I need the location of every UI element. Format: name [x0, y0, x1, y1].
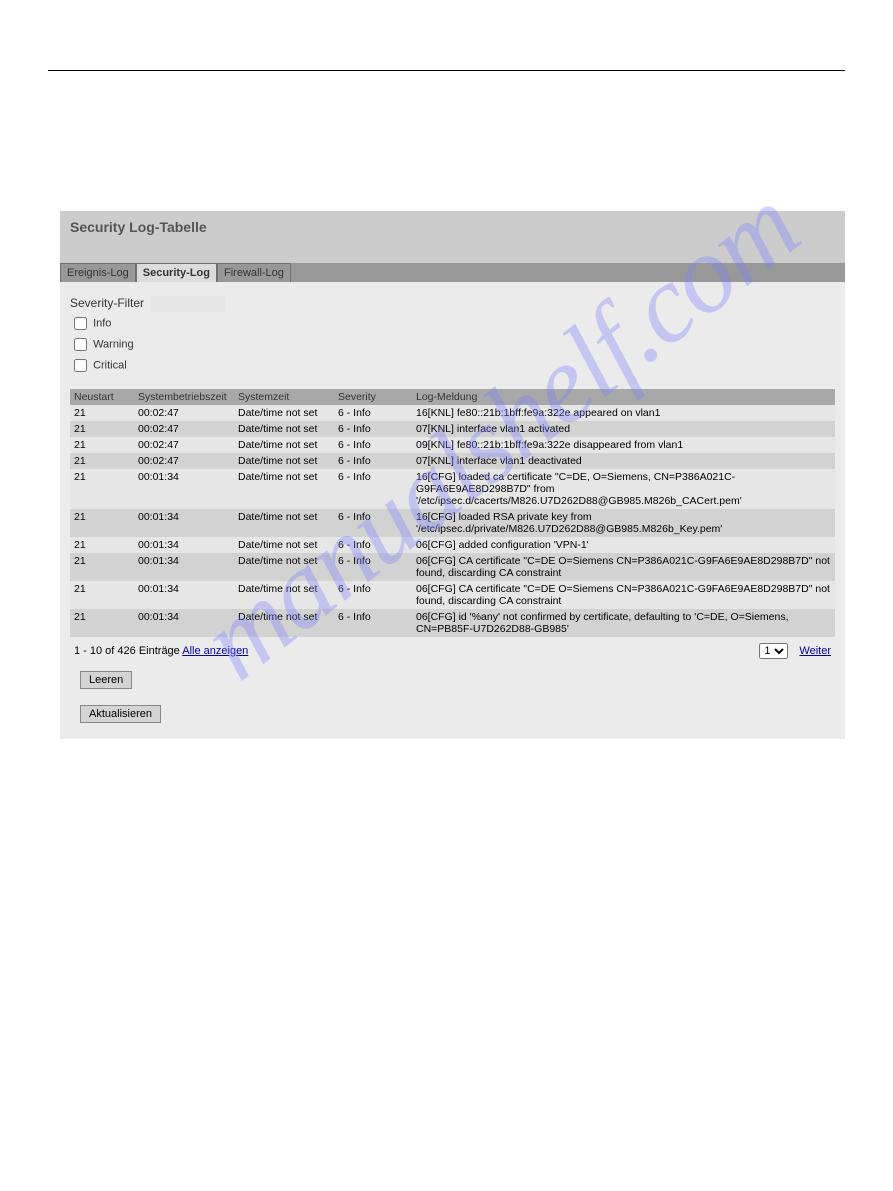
- cell-neustart: 21: [70, 537, 134, 553]
- filter-row-warning: Warning: [70, 335, 835, 354]
- cell-sysbet: 00:01:34: [134, 609, 234, 637]
- cell-meldung: 06[CFG] id '%any' not confirmed by certi…: [412, 609, 835, 637]
- log-table-body: 2100:02:47Date/time not set6 - Info16[KN…: [70, 405, 835, 637]
- th-sysbet: Systembetriebszeit: [134, 389, 234, 405]
- cell-meldung: 16[KNL] fe80::21b:1bff:fe9a:322e appeare…: [412, 405, 835, 421]
- cell-sysbet: 00:02:47: [134, 421, 234, 437]
- cell-neustart: 21: [70, 453, 134, 469]
- table-row: 2100:01:34Date/time not set6 - Info06[CF…: [70, 581, 835, 609]
- cell-severity: 6 - Info: [334, 453, 412, 469]
- next-link[interactable]: Weiter: [799, 645, 831, 657]
- table-row: 2100:01:34Date/time not set6 - Info16[CF…: [70, 509, 835, 537]
- leeren-button[interactable]: Leeren: [80, 671, 132, 689]
- table-row: 2100:02:47Date/time not set6 - Info09[KN…: [70, 437, 835, 453]
- cell-neustart: 21: [70, 509, 134, 537]
- log-table: Neustart Systembetriebszeit Systemzeit S…: [70, 389, 835, 637]
- range-text: 1 - 10 of 426 Einträge: [74, 645, 182, 657]
- log-panel: Security Log-Tabelle Ereignis-Log Securi…: [60, 211, 845, 739]
- checkbox-warning[interactable]: [74, 338, 87, 351]
- cell-meldung: 06[CFG] added configuration 'VPN-1': [412, 537, 835, 553]
- cell-syszeit: Date/time not set: [234, 437, 334, 453]
- table-row: 2100:01:34Date/time not set6 - Info06[CF…: [70, 537, 835, 553]
- cell-neustart: 21: [70, 609, 134, 637]
- th-syszeit: Systemzeit: [234, 389, 334, 405]
- checkbox-info[interactable]: [74, 317, 87, 330]
- cell-severity: 6 - Info: [334, 469, 412, 509]
- filter-row-info: Info: [70, 314, 835, 333]
- panel-title: Security Log-Tabelle: [60, 211, 845, 263]
- cell-sysbet: 00:01:34: [134, 469, 234, 509]
- cell-sysbet: 00:02:47: [134, 453, 234, 469]
- cell-syszeit: Date/time not set: [234, 553, 334, 581]
- cell-neustart: 21: [70, 553, 134, 581]
- cell-severity: 6 - Info: [334, 537, 412, 553]
- cell-neustart: 21: [70, 437, 134, 453]
- tab-ereignis-log[interactable]: Ereignis-Log: [60, 263, 136, 282]
- cell-meldung: 09[KNL] fe80::21b:1bff:fe9a:322e disappe…: [412, 437, 835, 453]
- cell-meldung: 07[KNL] interface vlan1 activated: [412, 421, 835, 437]
- th-neustart: Neustart: [70, 389, 134, 405]
- cell-sysbet: 00:01:34: [134, 553, 234, 581]
- table-row: 2100:01:34Date/time not set6 - Info06[CF…: [70, 553, 835, 581]
- filter-row-critical: Critical: [70, 356, 835, 375]
- cell-severity: 6 - Info: [334, 609, 412, 637]
- severity-filter-input[interactable]: [151, 296, 225, 312]
- cell-meldung: 07[KNL] interface vlan1 deactivated: [412, 453, 835, 469]
- cell-severity: 6 - Info: [334, 421, 412, 437]
- label-warning: Warning: [93, 338, 134, 350]
- tab-security-log[interactable]: Security-Log: [136, 263, 217, 282]
- tab-bar: Ereignis-Log Security-Log Firewall-Log: [60, 263, 845, 282]
- aktualisieren-button[interactable]: Aktualisieren: [80, 705, 161, 723]
- label-info: Info: [93, 317, 111, 329]
- table-row: 2100:01:34Date/time not set6 - Info06[CF…: [70, 609, 835, 637]
- cell-syszeit: Date/time not set: [234, 421, 334, 437]
- cell-syszeit: Date/time not set: [234, 453, 334, 469]
- cell-meldung: 06[CFG] CA certificate "C=DE O=Siemens C…: [412, 553, 835, 581]
- cell-syszeit: Date/time not set: [234, 405, 334, 421]
- th-meldung: Log-Meldung: [412, 389, 835, 405]
- th-severity: Severity: [334, 389, 412, 405]
- show-all-link[interactable]: Alle anzeigen: [182, 645, 248, 657]
- page-select[interactable]: 1: [759, 643, 788, 659]
- cell-neustart: 21: [70, 421, 134, 437]
- cell-severity: 6 - Info: [334, 437, 412, 453]
- cell-severity: 6 - Info: [334, 581, 412, 609]
- table-row: 2100:02:47Date/time not set6 - Info16[KN…: [70, 405, 835, 421]
- cell-neustart: 21: [70, 581, 134, 609]
- pagination-row: 1 - 10 of 426 Einträge Alle anzeigen 1 W…: [70, 637, 835, 665]
- severity-filter-label: Severity-Filter: [70, 296, 835, 312]
- cell-sysbet: 00:01:34: [134, 581, 234, 609]
- cell-meldung: 16[CFG] loaded ca certificate "C=DE, O=S…: [412, 469, 835, 509]
- panel-content: Severity-Filter Info Warning Critical Ne…: [60, 282, 845, 739]
- cell-syszeit: Date/time not set: [234, 469, 334, 509]
- cell-neustart: 21: [70, 405, 134, 421]
- tab-firewall-log[interactable]: Firewall-Log: [217, 263, 291, 282]
- label-critical: Critical: [93, 359, 127, 371]
- cell-meldung: 06[CFG] CA certificate "C=DE O=Siemens C…: [412, 581, 835, 609]
- table-row: 2100:01:34Date/time not set6 - Info16[CF…: [70, 469, 835, 509]
- table-row: 2100:02:47Date/time not set6 - Info07[KN…: [70, 453, 835, 469]
- cell-syszeit: Date/time not set: [234, 609, 334, 637]
- cell-syszeit: Date/time not set: [234, 509, 334, 537]
- cell-neustart: 21: [70, 469, 134, 509]
- checkbox-critical[interactable]: [74, 359, 87, 372]
- cell-sysbet: 00:02:47: [134, 437, 234, 453]
- cell-sysbet: 00:01:34: [134, 509, 234, 537]
- cell-sysbet: 00:01:34: [134, 537, 234, 553]
- cell-syszeit: Date/time not set: [234, 581, 334, 609]
- cell-severity: 6 - Info: [334, 509, 412, 537]
- cell-severity: 6 - Info: [334, 553, 412, 581]
- cell-severity: 6 - Info: [334, 405, 412, 421]
- cell-meldung: 16[CFG] loaded RSA private key from '/et…: [412, 509, 835, 537]
- cell-syszeit: Date/time not set: [234, 537, 334, 553]
- table-row: 2100:02:47Date/time not set6 - Info07[KN…: [70, 421, 835, 437]
- cell-sysbet: 00:02:47: [134, 405, 234, 421]
